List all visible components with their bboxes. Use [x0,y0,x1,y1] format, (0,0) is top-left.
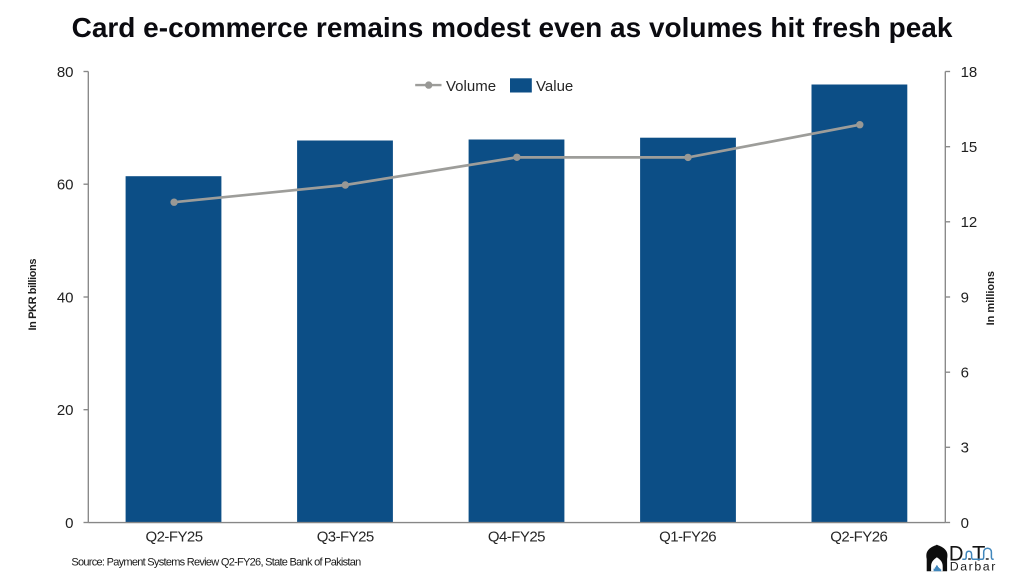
svg-text:D: D [949,542,964,566]
svg-text:In PKR billions: In PKR billions [27,259,39,331]
svg-text:80: 80 [57,64,74,81]
svg-text:6: 6 [961,365,969,382]
svg-text:Q1-FY26: Q1-FY26 [659,529,716,546]
svg-text:0: 0 [65,515,73,532]
svg-text:Card e-commerce remains modest: Card e-commerce remains modest even as v… [72,12,953,43]
svg-text:Source: Payment Systems Review: Source: Payment Systems Review Q2-FY26, … [71,556,361,568]
svg-text:60: 60 [57,177,74,194]
svg-text:12: 12 [961,214,978,231]
svg-text:Q2-FY26: Q2-FY26 [830,529,887,546]
svg-text:Q4-FY25: Q4-FY25 [488,529,545,546]
svg-text:20: 20 [57,402,74,419]
svg-text:40: 40 [57,289,74,306]
svg-text:Q3-FY25: Q3-FY25 [317,529,374,546]
svg-text:15: 15 [961,139,978,156]
svg-text:Volume: Volume [446,78,496,95]
svg-text:Darbar: Darbar [950,560,996,574]
svg-text:18: 18 [961,64,978,81]
svg-text:3: 3 [961,440,969,457]
svg-text:9: 9 [961,289,969,306]
svg-text:Q2-FY25: Q2-FY25 [145,529,202,546]
svg-text:Value: Value [536,78,573,95]
svg-text:In millions: In millions [985,271,997,325]
svg-text:0: 0 [961,515,969,532]
